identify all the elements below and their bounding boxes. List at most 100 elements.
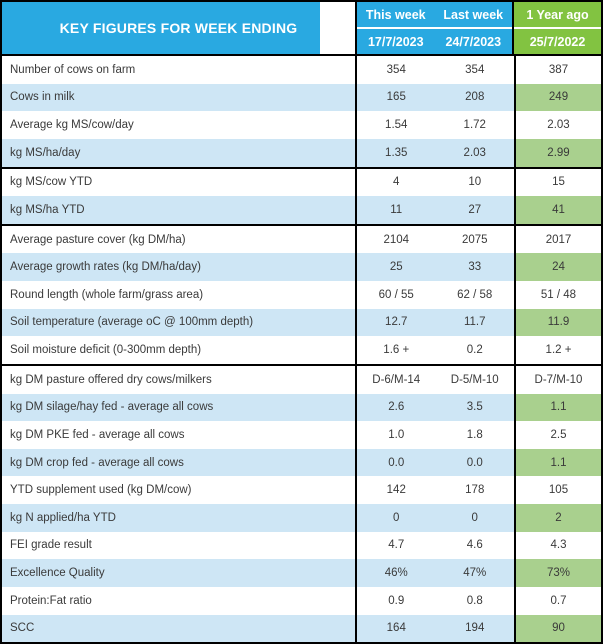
row-label: kg DM pasture offered dry cows/milkers [2, 365, 357, 394]
year-ago-value: 2017 [514, 225, 601, 254]
week-columns-header: This week Last week 17/7/2023 24/7/2023 [357, 2, 514, 54]
last-week-value: 0 [435, 504, 514, 532]
year-ago-value: 51 / 48 [514, 281, 601, 309]
year-ago-value: 11.9 [514, 308, 601, 337]
year-ago-value: 90 [514, 614, 601, 643]
this-week-value: 12.7 [357, 308, 436, 337]
table-row: kg N applied/ha YTD 0 0 2 [2, 504, 601, 532]
table-row: Number of cows on farm 354 354 387 [2, 56, 601, 84]
this-week-value: 1.54 [385, 119, 408, 132]
this-week-value: 25 [357, 253, 436, 281]
col-last-week-label: Last week [443, 7, 504, 22]
this-week-value: 0.0 [357, 448, 436, 477]
this-week-value: 1.6 + [383, 344, 410, 357]
row-label: kg DM silage/hay fed - average all cows [2, 393, 357, 422]
this-week-value: 4.7 [388, 539, 405, 552]
col-last-week-date: 24/7/2023 [445, 34, 502, 49]
year-ago-value: 105 [514, 476, 601, 504]
year-ago-value: 15 [514, 168, 601, 197]
this-week-value: 165 [357, 83, 436, 112]
this-week-value: 0.9 [388, 594, 405, 607]
table-row: SCC 164 194 90 [2, 614, 601, 643]
year-ago-date-row: 25/7/2022 [514, 29, 601, 54]
row-label: Average growth rates (kg DM/ha/day) [2, 253, 357, 281]
table-row: YTD supplement used (kg DM/cow) 142 178 … [2, 476, 601, 504]
year-ago-value: 1.1 [514, 448, 601, 477]
last-week-value: 47% [435, 559, 514, 587]
row-label: Soil temperature (average oC @ 100mm dep… [2, 308, 357, 337]
year-ago-value: 249 [514, 83, 601, 112]
row-label: Average pasture cover (kg DM/ha) [2, 225, 357, 254]
week-column-dates: 17/7/2023 24/7/2023 [357, 29, 512, 54]
year-ago-value: 2.5 [514, 421, 601, 449]
this-week-value: 354 [386, 63, 406, 76]
this-week-value: 2104 [383, 233, 410, 246]
table-row: Average pasture cover (kg DM/ha) 2104 20… [2, 225, 601, 254]
year-ago-value: D-7/M-10 [514, 365, 601, 394]
table-row: kg DM PKE fed - average all cows 1.0 1.8… [2, 421, 601, 449]
row-label: YTD supplement used (kg DM/cow) [2, 476, 357, 504]
row-label: Average kg MS/cow/day [2, 111, 357, 139]
this-week-value: 2.6 [357, 393, 436, 422]
last-week-value: 354 [465, 63, 485, 76]
this-week-value: 60 / 55 [378, 288, 414, 301]
year-ago-value: 2.03 [514, 111, 601, 139]
week-column-labels: This week Last week [357, 2, 512, 27]
table-body: Number of cows on farm 354 354 387 Cows … [2, 56, 601, 643]
row-label: kg MS/ha/day [2, 138, 357, 167]
this-week-value: D-6/M-14 [372, 373, 421, 386]
row-label: Round length (whole farm/grass area) [2, 281, 357, 309]
row-label: Soil moisture deficit (0-300mm depth) [2, 336, 357, 364]
last-week-value: 10 [468, 176, 482, 189]
last-week-value: 1.72 [463, 119, 486, 132]
table-row: Soil temperature (average oC @ 100mm dep… [2, 308, 601, 337]
last-week-value: 0.8 [466, 594, 483, 607]
column-headers: This week Last week 17/7/2023 24/7/2023 … [357, 2, 601, 54]
table-header: KEY FIGURES FOR WEEK ENDING This week La… [2, 2, 601, 56]
year-ago-value: 1.1 [514, 393, 601, 422]
row-label: Number of cows on farm [2, 56, 357, 84]
header-divider [357, 27, 512, 29]
row-label: kg DM crop fed - average all cows [2, 448, 357, 477]
table-row: kg MS/cow YTD 4 10 15 [2, 168, 601, 197]
table-row: Excellence Quality 46% 47% 73% [2, 559, 601, 587]
year-ago-value: 387 [514, 56, 601, 84]
table-row: Soil moisture deficit (0-300mm depth) 1.… [2, 336, 601, 366]
row-label: kg DM PKE fed - average all cows [2, 421, 357, 449]
last-week-value: 178 [465, 484, 485, 497]
row-label: FEI grade result [2, 531, 357, 560]
this-week-value: 1.0 [388, 428, 405, 441]
row-label: kg MS/cow YTD [2, 168, 357, 197]
last-week-value: 33 [435, 253, 514, 281]
year-ago-value: 0.7 [514, 586, 601, 615]
last-week-value: 62 / 58 [457, 288, 493, 301]
col-this-week-date: 17/7/2023 [367, 34, 424, 49]
year-ago-value: 1.2 + [514, 336, 601, 364]
year-ago-value: 41 [514, 196, 601, 224]
this-week-value: 11 [357, 196, 436, 224]
table-row: kg DM pasture offered dry cows/milkers D… [2, 365, 601, 394]
table-row: Round length (whole farm/grass area) 60 … [2, 281, 601, 309]
last-week-value: 194 [435, 614, 514, 643]
last-week-value: 2.03 [435, 138, 514, 167]
last-week-value: 1.8 [466, 428, 483, 441]
this-week-value: 1.35 [357, 138, 436, 167]
this-week-value: 4 [393, 176, 400, 189]
row-label: Protein:Fat ratio [2, 586, 357, 615]
this-week-value: 142 [386, 484, 406, 497]
year-ago-value: 2 [514, 504, 601, 532]
row-label: Cows in milk [2, 83, 357, 112]
this-week-value: 0 [357, 504, 436, 532]
table-row: kg DM silage/hay fed - average all cows … [2, 393, 601, 422]
header-divider [514, 27, 601, 29]
col-this-week-label: This week [365, 7, 426, 22]
last-week-value: 4.6 [466, 539, 483, 552]
row-label: kg MS/ha YTD [2, 196, 357, 224]
last-week-value: 27 [435, 196, 514, 224]
table-row: Cows in milk 165 208 249 [2, 83, 601, 112]
table-row: Protein:Fat ratio 0.9 0.8 0.7 [2, 586, 601, 615]
last-week-value: 11.7 [435, 308, 514, 337]
this-week-value: 46% [357, 559, 436, 587]
last-week-value: D-5/M-10 [450, 373, 499, 386]
